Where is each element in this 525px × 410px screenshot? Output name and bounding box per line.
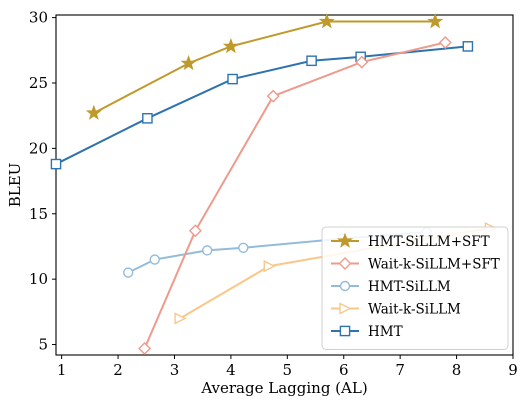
x-tick-label: 8	[452, 361, 462, 379]
data-point	[238, 242, 249, 253]
y-tick-label: 15	[29, 205, 48, 223]
data-point	[438, 35, 452, 49]
x-tick-label: 3	[170, 361, 180, 379]
data-point	[50, 158, 62, 170]
series-hmt	[50, 41, 474, 170]
data-point	[318, 13, 335, 29]
legend-swatch-marker	[338, 257, 352, 270]
data-point	[180, 55, 197, 71]
y-tick-label: 5	[38, 336, 48, 354]
legend-swatch-marker	[339, 325, 351, 337]
y-tick-label: 20	[29, 139, 48, 157]
data-point	[149, 254, 160, 265]
legend-swatch-marker	[339, 302, 352, 315]
y-tick-label: 25	[29, 74, 48, 92]
y-tick-label: 30	[29, 9, 48, 27]
legend-swatch-marker	[337, 232, 353, 248]
data-point	[266, 89, 280, 103]
series-wait-k-sillm-sft	[138, 35, 452, 355]
legend-item: HMT	[331, 324, 403, 340]
x-tick-label: 1	[57, 361, 67, 379]
y-tick-label: 10	[29, 270, 48, 288]
data-point	[462, 41, 474, 52]
data-point	[227, 73, 238, 85]
legend-item: HMT-SiLLM+SFT	[331, 232, 490, 250]
legend-label: Wait-k-SiLLM	[368, 302, 461, 318]
x-tick-label: 9	[508, 361, 518, 379]
y-axis-label: BLEU	[6, 163, 24, 208]
series-hmt-sillm-sft	[85, 13, 444, 120]
x-tick-label: 6	[339, 361, 349, 379]
series-line	[55, 45, 468, 165]
x-tick-label: 5	[283, 361, 293, 379]
legend-label: HMT-SiLLM+SFT	[368, 234, 490, 250]
data-point	[306, 55, 317, 67]
data-point	[222, 38, 239, 54]
legend-label: HMT	[368, 324, 403, 340]
data-point	[202, 245, 213, 256]
series-line	[93, 20, 436, 114]
x-tick-label: 7	[395, 361, 405, 379]
data-point	[138, 341, 152, 355]
legend-label: HMT-SiLLM	[368, 279, 451, 295]
data-point	[85, 104, 102, 120]
legend-item: HMT-SiLLM	[331, 279, 451, 295]
legend-item: Wait-k-SiLLM+SFT	[331, 257, 500, 273]
data-point	[427, 13, 444, 29]
data-point	[355, 55, 369, 69]
data-point	[123, 267, 134, 278]
legend-swatch-marker	[339, 280, 351, 292]
plot-layer: 1 2 3 4 5 6 7 8 9 5 10 15 20 25 30	[29, 9, 518, 379]
legend-box	[321, 226, 509, 350]
data-point	[188, 224, 202, 238]
x-tick-label: 4	[226, 361, 236, 379]
legend: HMT-SiLLM+SFT Wait-k-SiLLM+SFT HMT-SiLLM Wa…	[321, 226, 509, 350]
data-point	[263, 259, 276, 273]
legend-label: Wait-k-SiLLM+SFT	[368, 257, 500, 273]
plot-frame	[55, 14, 514, 356]
data-point	[174, 312, 187, 325]
x-axis-label: Average Lagging (AL)	[200, 379, 367, 397]
x-tick-label: 2	[113, 361, 123, 379]
data-point	[142, 113, 153, 124]
legend-item: Wait-k-SiLLM	[331, 302, 461, 318]
